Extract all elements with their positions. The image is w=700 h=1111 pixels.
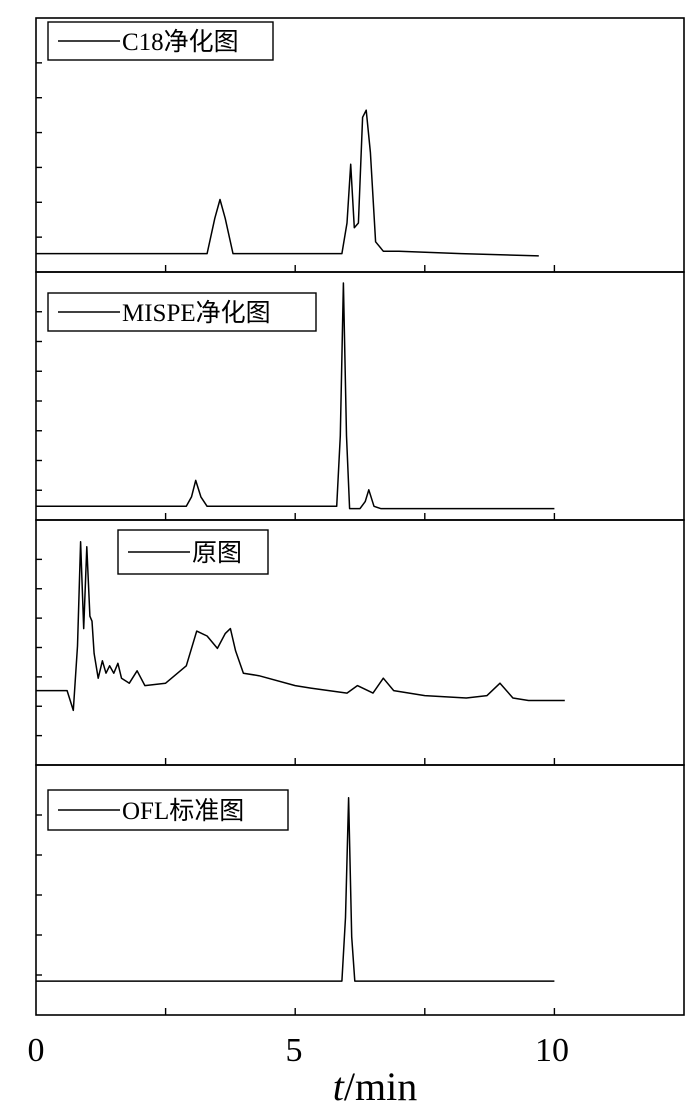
- panel-frame: [35, 764, 685, 1016]
- x-tick-label-5: 5: [286, 1032, 303, 1069]
- x-axis-label-unit: /min: [344, 1064, 417, 1109]
- legend-label: 原图: [192, 540, 242, 567]
- x-tick-label-10: 10: [535, 1032, 569, 1069]
- legend-2: MISPE净化图: [47, 292, 317, 332]
- series-line-2: [36, 282, 555, 510]
- legend-label: MISPE净化图: [122, 299, 271, 327]
- panel-4: OFL标准图: [35, 764, 685, 1016]
- x-tick-label-0: 0: [28, 1032, 45, 1069]
- panel-3: 原图: [35, 519, 685, 766]
- x-axis-label: t/min: [333, 1064, 417, 1109]
- panel-1: C18净化图: [35, 17, 685, 273]
- legend-1: C18净化图: [47, 21, 274, 61]
- series-line-1: [36, 109, 539, 257]
- legend-3: 原图: [117, 529, 269, 575]
- series-line-4: [36, 797, 555, 982]
- legend-label: C18净化图: [122, 28, 239, 56]
- legend-label: OFL标准图: [122, 797, 244, 825]
- panel-2: MISPE净化图: [35, 271, 685, 521]
- legend-4: OFL标准图: [47, 789, 289, 831]
- series-line-3: [36, 541, 565, 712]
- x-axis-label-italic: t: [333, 1064, 345, 1109]
